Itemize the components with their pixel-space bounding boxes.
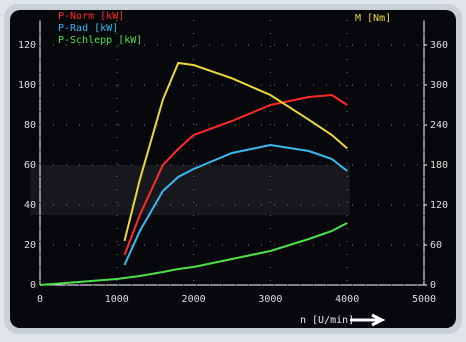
legend-label: M [Nm] <box>355 13 391 24</box>
page: {"chart_data": {"type": "line", "x": [0,… <box>0 0 466 338</box>
y-tick-label: 120 <box>18 40 36 51</box>
y2-tick-label: 180 <box>430 160 448 171</box>
x-tick-label: 3000 <box>258 294 282 305</box>
y2-tick-label: 300 <box>430 80 448 91</box>
legend-label: P-Norm [kW] <box>58 11 124 22</box>
y2-tick-label: 240 <box>430 120 448 131</box>
x-tick-label: 0 <box>37 294 43 305</box>
x-tick-label: 2000 <box>182 294 206 305</box>
x-tick-label: 4000 <box>335 294 359 305</box>
y2-tick-label: 0 <box>430 280 436 291</box>
y2-tick-label: 120 <box>430 200 448 211</box>
y2-tick-label: 60 <box>430 240 442 251</box>
x-tick-label: 5000 <box>412 294 436 305</box>
y-tick-label: 80 <box>24 120 36 131</box>
chart: n [U/min] 0 20 40 60 80 100 120 0 60 120 180 240 300… <box>0 0 466 338</box>
y2-tick-label: 360 <box>430 40 448 51</box>
y-tick-label: 60 <box>24 160 36 171</box>
x-tick-label: 1000 <box>105 294 129 305</box>
legend-label: P-Rad [kW] <box>58 23 118 34</box>
background-window <box>30 165 350 215</box>
y-tick-label: 100 <box>18 80 36 91</box>
x-axis-label: n [U/min] <box>300 315 354 326</box>
y-tick-label: 40 <box>24 200 36 211</box>
legend-label: P-Schlepp [kW] <box>58 35 142 46</box>
y-tick-label: 0 <box>30 280 36 291</box>
y-tick-label: 20 <box>24 240 36 251</box>
